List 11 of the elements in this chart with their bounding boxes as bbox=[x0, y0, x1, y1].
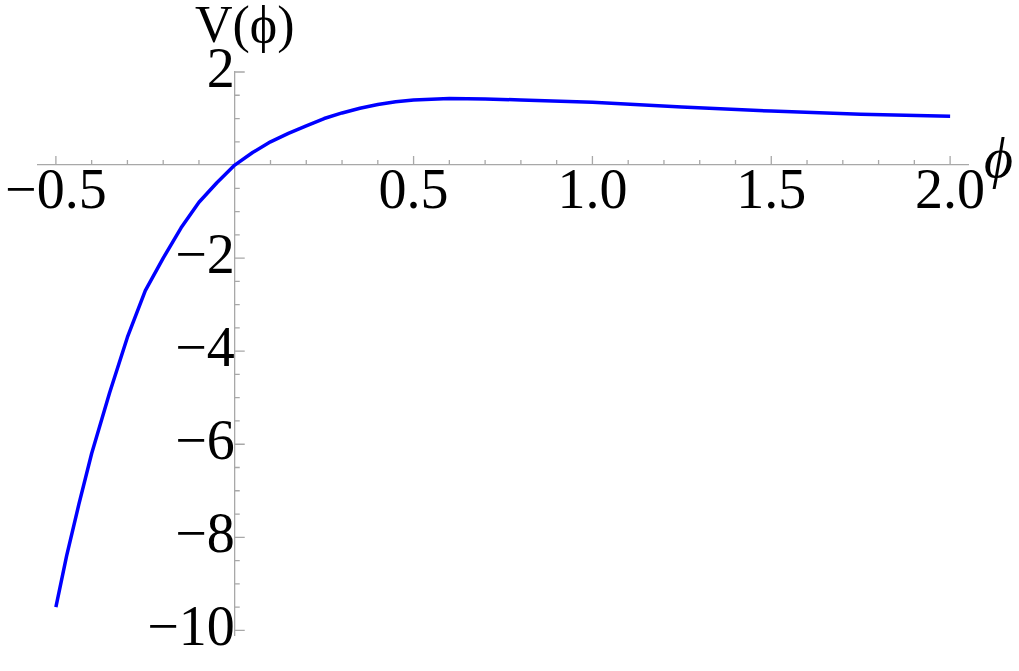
x-axis-title: ϕ bbox=[984, 127, 1013, 190]
x-tick-label: −0.5 bbox=[5, 157, 107, 220]
y-tick-label: −2 bbox=[175, 222, 235, 285]
x-tick-label: 0.5 bbox=[378, 157, 449, 220]
y-tick-label: −8 bbox=[175, 501, 235, 564]
x-tick-label: 1.5 bbox=[736, 157, 807, 220]
y-tick-label: −10 bbox=[147, 595, 235, 658]
y-tick-label: −6 bbox=[175, 408, 235, 471]
x-tick-label: 1.0 bbox=[557, 157, 628, 220]
x-tick-label: 2.0 bbox=[915, 157, 986, 220]
y-tick-label: −4 bbox=[175, 315, 235, 378]
